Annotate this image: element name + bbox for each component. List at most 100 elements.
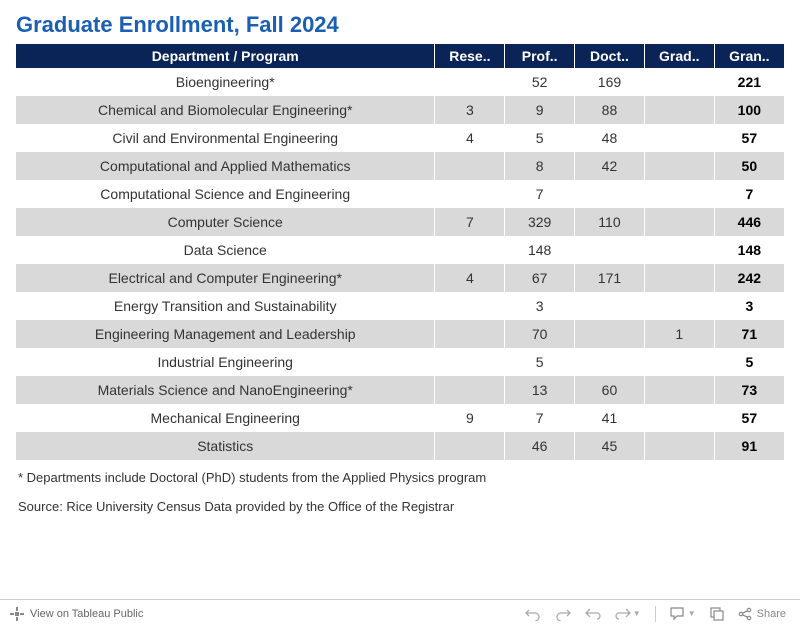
table-row[interactable]: Computational and Applied Mathematics842…: [16, 152, 784, 180]
tableau-toolbar: View on Tableau Public ▼ ▼ Share: [0, 599, 800, 627]
cell-grand-total: 221: [714, 68, 784, 96]
cell-doctoral: [575, 320, 645, 348]
cell-research: [435, 348, 505, 376]
redo-icon[interactable]: [555, 607, 571, 621]
cell-grand-total: 446: [714, 208, 784, 236]
col-graduate[interactable]: Grad..: [644, 44, 714, 68]
cell-graduate: [644, 96, 714, 124]
table-row[interactable]: Civil and Environmental Engineering45485…: [16, 124, 784, 152]
table-row[interactable]: Engineering Management and Leadership 70 1…: [16, 320, 784, 348]
cell-professional: 329: [505, 208, 575, 236]
enrollment-table-wrap: Department / Program Rese.. Prof.. Doct.…: [16, 44, 784, 460]
cell-doctoral: 60: [575, 376, 645, 404]
cell-professional: 46: [505, 432, 575, 460]
cell-grand-total: 73: [714, 376, 784, 404]
undo-icon[interactable]: [525, 607, 541, 621]
cell-doctoral: [575, 348, 645, 376]
cell-professional: 5: [505, 124, 575, 152]
share-label: Share: [757, 608, 786, 620]
cell-department: Mechanical Engineering: [16, 404, 435, 432]
table-row[interactable]: Industrial Engineering55: [16, 348, 784, 376]
download-icon[interactable]: [710, 607, 724, 621]
col-research[interactable]: Rese..: [435, 44, 505, 68]
table-row[interactable]: Chemical and Biomolecular Engineering*39…: [16, 96, 784, 124]
table-row[interactable]: Bioengineering* 52169 221: [16, 68, 784, 96]
cell-grand-total: 71: [714, 320, 784, 348]
cell-professional: 148: [505, 236, 575, 264]
cell-department: Electrical and Computer Engineering*: [16, 264, 435, 292]
cell-research: 3: [435, 96, 505, 124]
cell-doctoral: 110: [575, 208, 645, 236]
cell-graduate: 1: [644, 320, 714, 348]
cell-professional: 9: [505, 96, 575, 124]
table-row[interactable]: Statistics464591: [16, 432, 784, 460]
cell-doctoral: 171: [575, 264, 645, 292]
cell-grand-total: 3: [714, 292, 784, 320]
cell-doctoral: 42: [575, 152, 645, 180]
table-row[interactable]: Computational Science and Engineering 7 7: [16, 180, 784, 208]
cell-graduate: [644, 348, 714, 376]
cell-department: Bioengineering*: [16, 68, 435, 96]
cell-graduate: [644, 68, 714, 96]
comment-icon[interactable]: ▼: [670, 607, 696, 621]
cell-grand-total: 5: [714, 348, 784, 376]
cell-doctoral: 45: [575, 432, 645, 460]
toolbar-separator: [655, 606, 656, 622]
col-professional[interactable]: Prof..: [505, 44, 575, 68]
cell-doctoral: 48: [575, 124, 645, 152]
cell-research: [435, 236, 505, 264]
cell-doctoral: 41: [575, 404, 645, 432]
cell-department: Civil and Environmental Engineering: [16, 124, 435, 152]
cell-department: Computer Science: [16, 208, 435, 236]
cell-research: [435, 432, 505, 460]
cell-grand-total: 50: [714, 152, 784, 180]
cell-research: 7: [435, 208, 505, 236]
col-grand-total[interactable]: Gran..: [714, 44, 784, 68]
cell-department: Materials Science and NanoEngineering*: [16, 376, 435, 404]
table-row[interactable]: Electrical and Computer Engineering*4671…: [16, 264, 784, 292]
cell-doctoral: 169: [575, 68, 645, 96]
cell-research: [435, 68, 505, 96]
cell-grand-total: 7: [714, 180, 784, 208]
cell-professional: 5: [505, 348, 575, 376]
page-title: Graduate Enrollment, Fall 2024: [16, 12, 784, 38]
cell-department: Statistics: [16, 432, 435, 460]
cell-professional: 52: [505, 68, 575, 96]
view-on-tableau-button[interactable]: View on Tableau Public: [0, 607, 143, 621]
cell-department: Engineering Management and Leadership: [16, 320, 435, 348]
cell-graduate: [644, 432, 714, 460]
cell-doctoral: [575, 236, 645, 264]
cell-department: Computational and Applied Mathematics: [16, 152, 435, 180]
replay-forward-icon[interactable]: ▼: [615, 607, 641, 621]
table-header-row: Department / Program Rese.. Prof.. Doct.…: [16, 44, 784, 68]
cell-research: [435, 320, 505, 348]
cell-professional: 70: [505, 320, 575, 348]
table-row[interactable]: Data Science 148 148: [16, 236, 784, 264]
table-row[interactable]: Materials Science and NanoEngineering*13…: [16, 376, 784, 404]
col-doctoral[interactable]: Doct..: [575, 44, 645, 68]
view-on-tableau-label: View on Tableau Public: [30, 608, 143, 620]
cell-research: [435, 292, 505, 320]
replay-back-icon[interactable]: [585, 607, 601, 621]
cell-grand-total: 57: [714, 124, 784, 152]
cell-department: Computational Science and Engineering: [16, 180, 435, 208]
cell-department: Data Science: [16, 236, 435, 264]
cell-research: [435, 180, 505, 208]
share-icon: [738, 607, 752, 621]
dashboard-container: Graduate Enrollment, Fall 2024 Departmen…: [0, 0, 800, 514]
cell-department: Chemical and Biomolecular Engineering*: [16, 96, 435, 124]
cell-grand-total: 148: [714, 236, 784, 264]
table-row[interactable]: Energy Transition and Sustainability33: [16, 292, 784, 320]
source-text: Source: Rice University Census Data prov…: [16, 499, 784, 514]
cell-doctoral: [575, 292, 645, 320]
cell-research: 4: [435, 264, 505, 292]
share-button[interactable]: Share: [738, 607, 786, 621]
cell-professional: 7: [505, 404, 575, 432]
cell-research: [435, 376, 505, 404]
footnote-text: * Departments include Doctoral (PhD) stu…: [16, 470, 784, 485]
table-row[interactable]: Mechanical Engineering974157: [16, 404, 784, 432]
cell-professional: 7: [505, 180, 575, 208]
table-row[interactable]: Computer Science7329110 446: [16, 208, 784, 236]
chevron-down-icon: ▼: [688, 609, 696, 618]
col-department[interactable]: Department / Program: [16, 44, 435, 68]
